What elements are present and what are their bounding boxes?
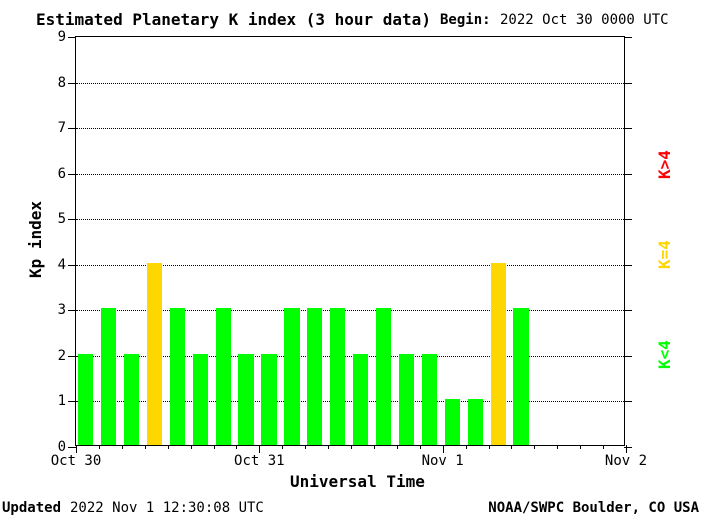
gridline bbox=[76, 174, 624, 175]
kp-bar bbox=[353, 354, 368, 445]
footer-right: NOAA/SWPC Boulder, CO USA bbox=[488, 500, 699, 516]
kp-bar bbox=[78, 354, 93, 445]
kp-bar bbox=[491, 263, 506, 445]
kp-bar bbox=[330, 308, 345, 445]
kp-bar bbox=[261, 354, 276, 445]
footer-updated-value: 2022 Nov 1 12:30:08 UTC bbox=[70, 500, 264, 516]
xtick-label: Oct 30 bbox=[51, 445, 102, 469]
gridline bbox=[76, 83, 624, 84]
kp-bar bbox=[101, 308, 116, 445]
kp-bar bbox=[193, 354, 208, 445]
begin-label: Begin: bbox=[440, 12, 491, 28]
kp-bar bbox=[307, 308, 322, 445]
y-axis-label: Kp index bbox=[26, 201, 45, 278]
kp-bar bbox=[216, 308, 231, 445]
begin-value: 2022 Oct 30 0000 UTC bbox=[500, 12, 669, 28]
gridline bbox=[76, 128, 624, 129]
kp-bar bbox=[399, 354, 414, 445]
kp-bar bbox=[422, 354, 437, 445]
kp-bar bbox=[124, 354, 139, 445]
xtick-label: Nov 1 bbox=[422, 445, 464, 469]
plot-area: 0123456789Oct 30Oct 31Nov 1Nov 2 bbox=[75, 36, 625, 446]
chart-title: Estimated Planetary K index (3 hour data… bbox=[36, 10, 431, 29]
kp-bar bbox=[513, 308, 528, 445]
xtick-label: Nov 2 bbox=[605, 445, 647, 469]
kp-bar bbox=[376, 308, 391, 445]
kp-bar bbox=[468, 399, 483, 445]
xtick-label: Oct 31 bbox=[234, 445, 285, 469]
legend-item: K<4 bbox=[655, 340, 674, 369]
legend-item: K=4 bbox=[655, 240, 674, 269]
x-axis-label: Universal Time bbox=[290, 472, 425, 491]
gridline bbox=[76, 219, 624, 220]
kp-bar bbox=[170, 308, 185, 445]
kp-bar bbox=[147, 263, 162, 445]
footer-updated-label: Updated bbox=[2, 500, 61, 516]
legend-item: K>4 bbox=[655, 150, 674, 179]
kp-bar bbox=[238, 354, 253, 445]
kp-bar bbox=[445, 399, 460, 445]
kp-bar bbox=[284, 308, 299, 445]
